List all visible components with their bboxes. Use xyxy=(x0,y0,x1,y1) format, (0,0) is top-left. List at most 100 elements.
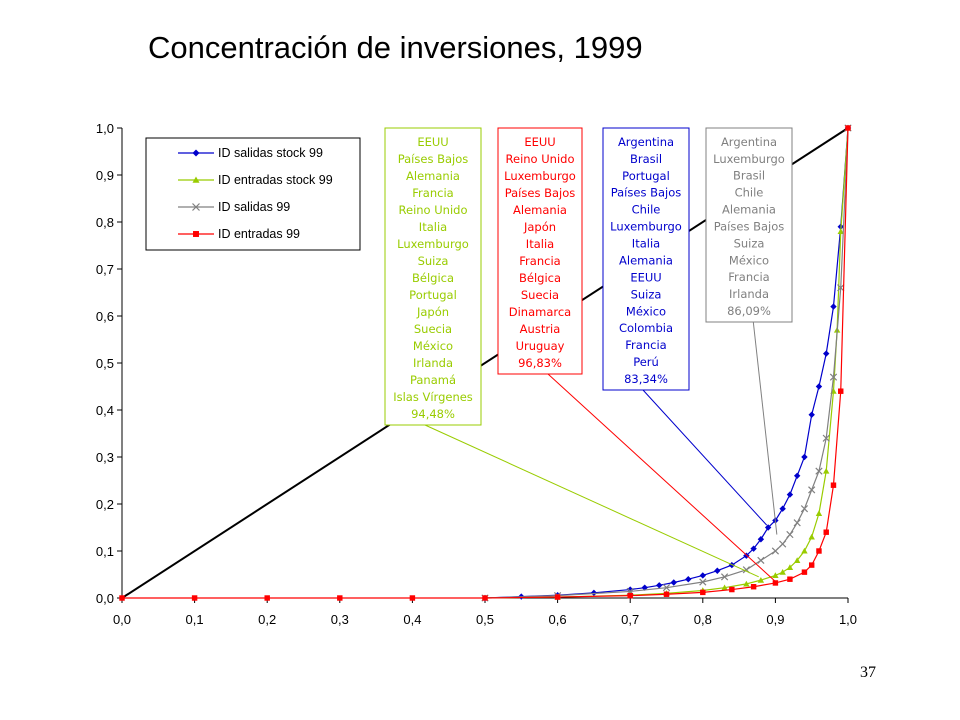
annotation-boxes-layer: EEUU Países Bajos Alemania Francia Reino Uni… xyxy=(384,127,793,426)
data-point xyxy=(757,556,765,565)
annotation-box-line: México xyxy=(626,304,666,318)
x-marker-stroke xyxy=(757,556,765,565)
data-point xyxy=(837,228,844,234)
data-point xyxy=(757,576,765,583)
y-tick-label: 0,2 xyxy=(96,497,114,512)
y-tick-label: 0,5 xyxy=(96,356,114,371)
annotation-box-line: Japón xyxy=(416,305,449,319)
data-point xyxy=(750,545,757,552)
annotation-box-line: Francia xyxy=(728,270,769,284)
data-point xyxy=(590,589,598,597)
legend-label: ID entradas 99 xyxy=(218,227,300,241)
data-point xyxy=(750,584,757,590)
annotation-box-line: EEUU xyxy=(630,270,661,284)
legend-label: ID entradas stock 99 xyxy=(218,173,333,187)
annotation-box-line: Alemania xyxy=(722,203,776,217)
data-point xyxy=(554,594,561,600)
data-point xyxy=(808,562,815,568)
annotation-box-line: Suecia xyxy=(521,288,559,302)
annotation-box-line: Dinamarca xyxy=(509,305,571,319)
annotation-box-entradas_stock: EEUU Países Bajos Alemania Francia Reino Uni… xyxy=(384,127,482,426)
annotation-box-line: Irlanda xyxy=(729,287,769,301)
data-point xyxy=(808,411,815,418)
annotation-box-line: Chile xyxy=(735,186,764,200)
leader-line xyxy=(642,389,768,526)
data-point xyxy=(822,434,830,442)
data-point xyxy=(743,580,750,587)
x-marker-stroke xyxy=(786,530,794,539)
data-point xyxy=(823,529,829,535)
annotation-box-line: Francia xyxy=(412,186,453,200)
annotation-box-line: Argentina xyxy=(721,135,777,149)
data-point xyxy=(830,482,837,488)
data-point xyxy=(627,592,633,599)
data-point xyxy=(779,505,786,512)
legend-swatch-marker xyxy=(192,176,200,183)
annotation-box-line: 94,48% xyxy=(411,407,455,421)
annotation-box-line: Perú xyxy=(633,355,659,369)
y-tick-label: 1,0 xyxy=(96,121,114,136)
x-marker-stroke xyxy=(793,519,801,527)
legend-swatch-marker xyxy=(193,231,199,237)
data-point xyxy=(815,383,823,390)
annotation-box-line: Bélgica xyxy=(519,271,561,285)
data-point xyxy=(264,595,270,601)
annotation-box-line: Suecia xyxy=(414,322,452,336)
data-point xyxy=(721,584,728,591)
data-point xyxy=(663,591,670,597)
annotation-box-line: Luxemburgo xyxy=(504,169,576,183)
annotation-box-line: Países Bajos xyxy=(398,152,469,166)
x-marker-stroke xyxy=(815,467,823,475)
series-line xyxy=(484,127,849,599)
x-marker-stroke xyxy=(829,373,838,381)
annotation-box-line: Países Bajos xyxy=(714,219,785,233)
leader-lines-layer xyxy=(424,321,778,582)
data-point xyxy=(337,595,343,601)
x-marker-stroke xyxy=(779,540,787,548)
y-tick-label: 0,3 xyxy=(96,450,114,465)
leader-line xyxy=(547,373,776,582)
annotation-box-line: Reino Unido xyxy=(506,152,575,166)
x-marker-stroke xyxy=(808,486,816,494)
data-point xyxy=(641,584,648,591)
page-number: 37 xyxy=(860,664,876,681)
annotation-box-line: Colombia xyxy=(619,321,673,335)
legend-swatch-marker xyxy=(192,203,200,211)
x-tick-label: 0,8 xyxy=(694,612,712,627)
annotation-box-line: Francia xyxy=(519,254,560,268)
x-marker-stroke xyxy=(192,203,200,211)
legend-swatch-marker xyxy=(192,149,200,157)
x-tick-label: 0,1 xyxy=(186,612,204,627)
data-point xyxy=(786,491,794,498)
annotation-box-line: Alemania xyxy=(406,169,460,183)
data-point xyxy=(685,576,692,583)
x-marker-stroke xyxy=(800,505,809,513)
annotation-box-line: Francia xyxy=(625,338,666,352)
annotation-box-line: Portugal xyxy=(622,169,670,183)
y-tick-label: 0,0 xyxy=(96,591,114,606)
data-point xyxy=(816,548,822,554)
leader-line xyxy=(424,424,759,578)
annotation-box-line: Luxemburgo xyxy=(713,152,785,166)
data-point xyxy=(656,582,663,589)
annotation-box-line: Suiza xyxy=(631,287,662,301)
annotation-box-frame xyxy=(602,127,690,391)
annotation-box-line: Suiza xyxy=(418,254,449,268)
data-point xyxy=(808,486,816,494)
data-point xyxy=(191,595,198,601)
y-tick-label: 0,1 xyxy=(96,544,114,559)
y-tick-label: 0,9 xyxy=(96,168,114,183)
data-point xyxy=(801,453,808,461)
data-point xyxy=(823,350,830,357)
annotation-box-line: Bélgica xyxy=(412,271,454,285)
data-point xyxy=(787,576,793,582)
x-tick-label: 0,6 xyxy=(549,612,567,627)
data-point xyxy=(786,530,794,539)
annotation-box-line: Países Bajos xyxy=(505,186,576,200)
annotation-box-line: Irlanda xyxy=(413,356,453,370)
data-point xyxy=(779,540,787,548)
data-point xyxy=(662,584,671,592)
x-tick-label: 0,4 xyxy=(403,612,421,627)
series-square-group xyxy=(119,125,851,601)
data-point xyxy=(815,467,823,475)
